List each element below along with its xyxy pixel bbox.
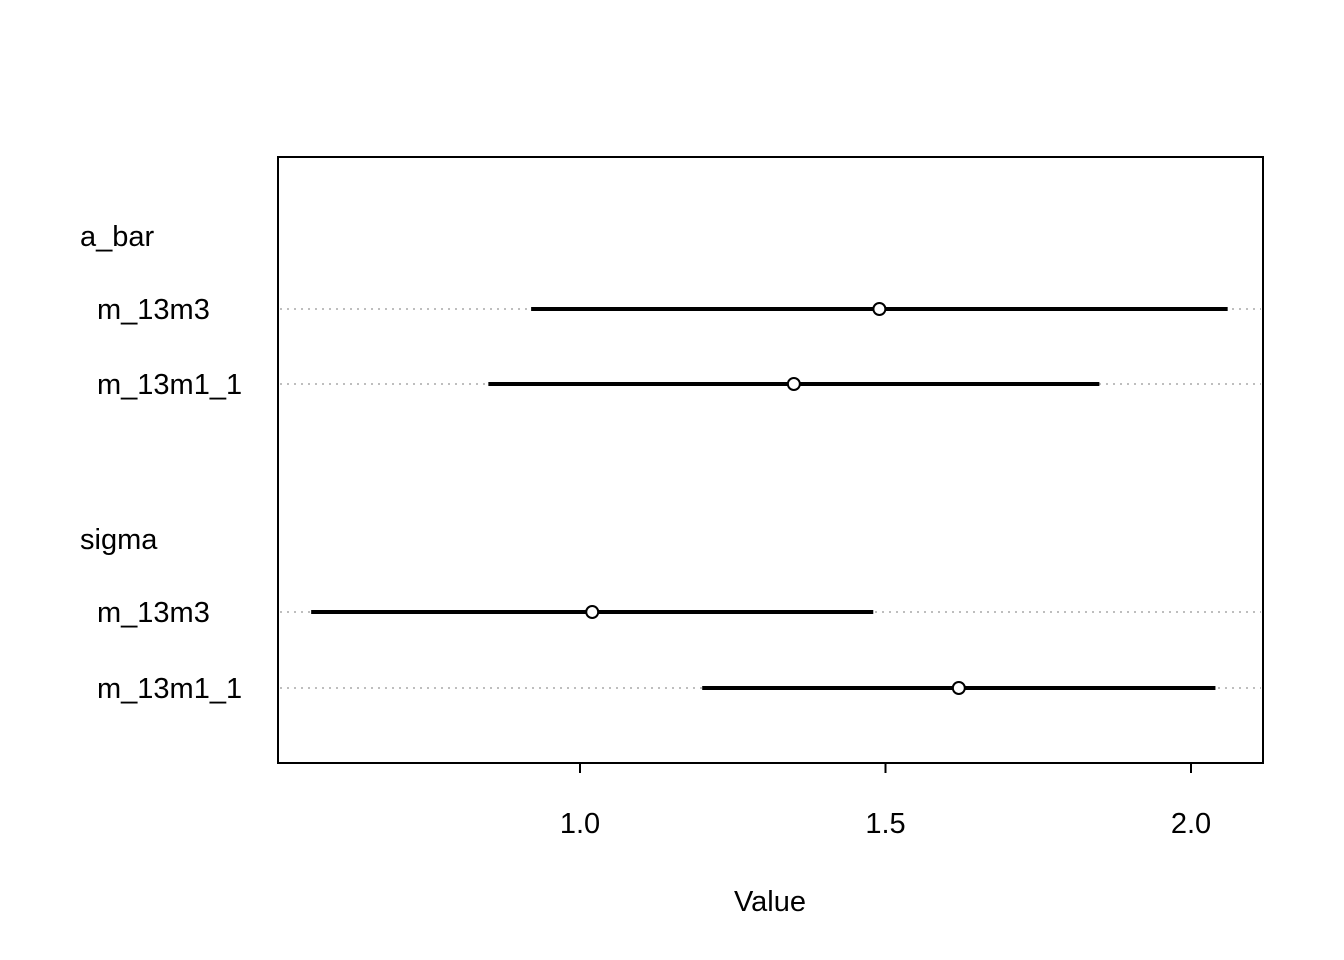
mean-point-sigma-m-13m3 — [585, 605, 600, 619]
mean-point-a-bar-m-13m1-1 — [786, 377, 801, 391]
mean-point-sigma-m-13m1-1 — [951, 681, 966, 695]
mean-points — [585, 302, 966, 695]
mean-point-a-bar-m-13m3 — [872, 302, 887, 316]
x-axis: 1.0 1.5 2.0 — [560, 763, 1211, 840]
row-label-sigma-m-13m1-1: m_13m1_1 — [97, 673, 242, 705]
x-tick-label-2: 2.0 — [1171, 808, 1211, 840]
row-label-a-bar-m-13m1-1: m_13m1_1 — [97, 369, 242, 401]
row-label-a-bar-m-13m3: m_13m3 — [97, 294, 210, 326]
x-tick-label-1: 1.5 — [865, 808, 905, 840]
intervals — [311, 307, 1228, 690]
group-label-sigma: sigma — [80, 524, 158, 556]
plot-frame — [277, 156, 1264, 764]
x-axis-title: Value — [734, 886, 806, 918]
group-label-a-bar: a_bar — [80, 221, 155, 253]
row-label-sigma-m-13m3: m_13m3 — [97, 597, 210, 629]
guide-lines — [280, 308, 1261, 689]
x-tick-label-0: 1.0 — [560, 808, 600, 840]
